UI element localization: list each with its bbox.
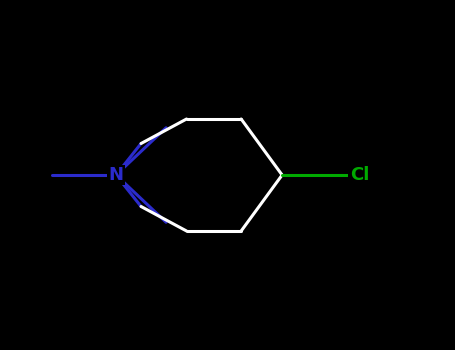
Text: Cl: Cl xyxy=(350,166,369,184)
Text: N: N xyxy=(109,166,123,184)
